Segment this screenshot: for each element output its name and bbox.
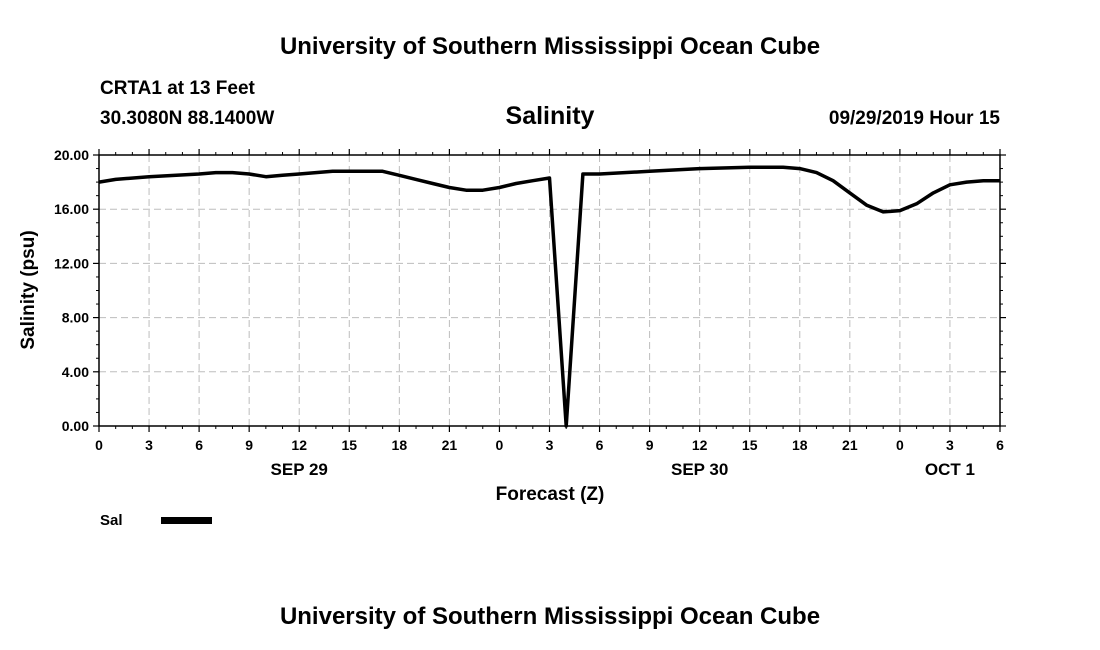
x-tick-label: 0 <box>95 437 103 453</box>
x-tick-label: 3 <box>145 437 153 453</box>
y-axis-label: Salinity (psu) <box>18 230 39 349</box>
x-tick-label: 15 <box>341 437 357 453</box>
plot-frame <box>98 154 1001 427</box>
legend-label: Sal <box>100 512 123 529</box>
x-axis-label: Forecast (Z) <box>496 484 605 505</box>
x-tick-label: 6 <box>996 437 1004 453</box>
day-label: OCT 1 <box>925 460 975 479</box>
y-tick-label: 0.00 <box>62 418 89 434</box>
x-tick-label: 12 <box>692 437 708 453</box>
day-label: SEP 30 <box>671 460 728 479</box>
station-coordinates: 30.3080N 88.1400W <box>100 108 274 129</box>
x-tick-label: 18 <box>792 437 808 453</box>
footer-title: University of Southern Mississippi Ocean… <box>280 603 820 630</box>
legend-swatch <box>161 517 212 524</box>
series-group <box>98 165 1000 428</box>
legend: Sal <box>100 512 212 529</box>
x-tick-label: 9 <box>245 437 253 453</box>
x-tick-label: 0 <box>896 437 904 453</box>
forecast-timestamp: 09/29/2019 Hour 15 <box>829 108 1001 129</box>
x-tick-label: 9 <box>646 437 654 453</box>
day-labels: SEP 29 SEP 30 OCT 1 <box>271 460 975 479</box>
x-tick-label: 21 <box>842 437 858 453</box>
y-tick-label: 20.00 <box>54 147 89 163</box>
x-tick-labels: 0 3 6 9 12 15 18 21 0 3 6 9 12 15 18 21 0 3 6 <box>95 437 1004 453</box>
chart-title: Salinity <box>506 102 595 130</box>
day-label: SEP 29 <box>271 460 328 479</box>
x-tick-label: 0 <box>496 437 504 453</box>
x-tick-label: 3 <box>546 437 554 453</box>
grid-lines <box>99 155 1000 426</box>
y-tick-label: 12.00 <box>54 255 89 271</box>
x-tick-label: 12 <box>291 437 307 453</box>
x-tick-label: 21 <box>442 437 458 453</box>
y-tick-label: 4.00 <box>62 364 89 380</box>
page-title: University of Southern Mississippi Ocean… <box>280 33 820 60</box>
station-label: CRTA1 at 13 Feet <box>100 78 256 99</box>
y-tick-label: 8.00 <box>62 310 89 326</box>
y-tick-label: 16.00 <box>54 201 89 217</box>
x-tick-label: 6 <box>596 437 604 453</box>
x-tick-label: 3 <box>946 437 954 453</box>
series-line-sal <box>98 165 1000 428</box>
x-tick-label: 15 <box>742 437 758 453</box>
x-tick-label: 6 <box>195 437 203 453</box>
y-tick-labels: 0.00 4.00 8.00 12.00 16.00 20.00 <box>54 147 89 434</box>
x-tick-label: 18 <box>392 437 408 453</box>
